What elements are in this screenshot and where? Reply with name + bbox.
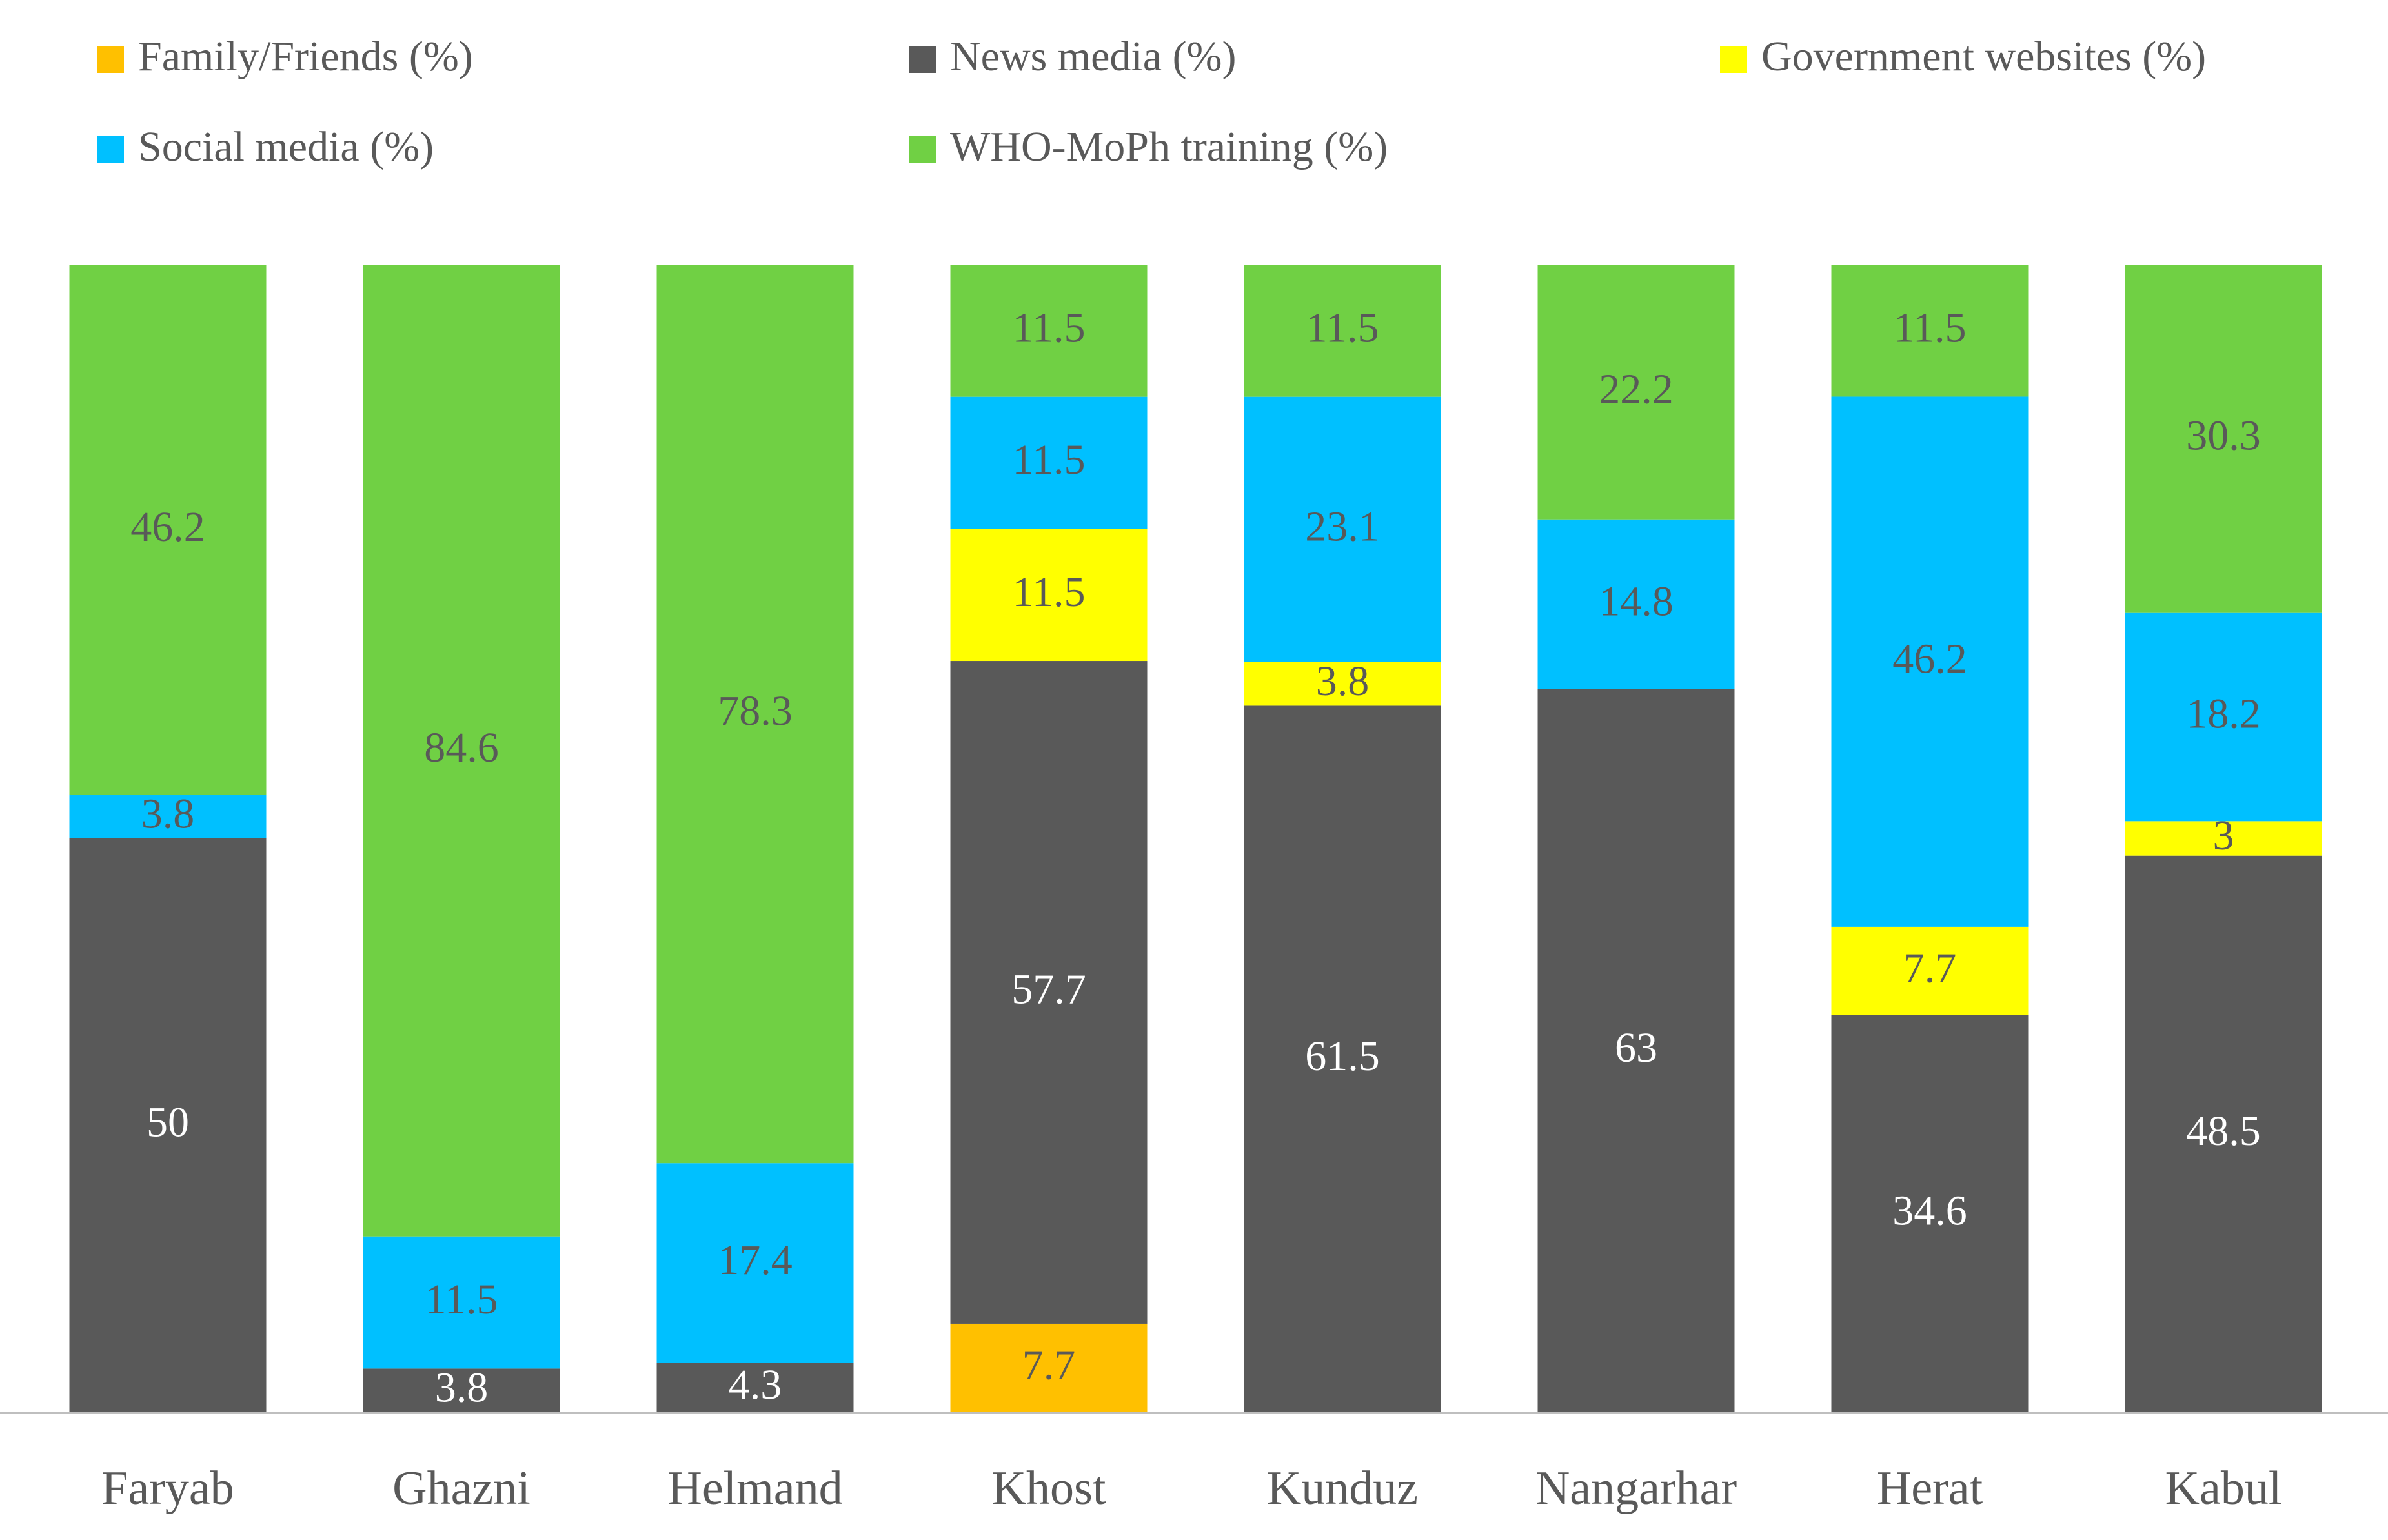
tick-label-khost: Khost xyxy=(992,1462,1106,1515)
bar-segment-khost-news-media xyxy=(950,661,1148,1324)
bar-segment-faryab-who-moph-training xyxy=(69,265,267,795)
bar-group-nangarhar: 63 14.8 22.2 xyxy=(1537,265,1735,1412)
data-label-nangarhar-news-media: 63 xyxy=(1615,1024,1657,1071)
data-label-helmand-who-moph-training: 78.3 xyxy=(718,687,793,735)
data-label-kunduz-news-media: 61.5 xyxy=(1305,1033,1380,1080)
data-label-ghazni-who-moph-training: 84.6 xyxy=(424,724,499,771)
bar-group-herat: 34.6 7.7 46.2 11.5 xyxy=(1831,265,2029,1412)
tick-label-herat: Herat xyxy=(1877,1462,1983,1515)
bar-group-helmand: 4.3 17.4 78.3 xyxy=(656,265,854,1412)
data-label-kabul-news-media: 48.5 xyxy=(2186,1108,2261,1155)
data-label-kabul-social-media: 18.2 xyxy=(2186,691,2261,738)
bar-segment-kunduz-who-moph-training xyxy=(1244,265,1441,397)
legend-item-who-moph-training: WHO-MoPh training (%) xyxy=(909,123,1388,170)
bar-segment-nangarhar-news-media xyxy=(1537,689,1735,1412)
bar-group-kunduz: 61.5 3.8 23.1 11.5 xyxy=(1244,265,1441,1412)
bar-segment-kunduz-social-media xyxy=(1244,396,1441,662)
data-label-khost-family-friends: 7.7 xyxy=(1022,1342,1076,1389)
plot-area: 50 3.8 46.2 3.8 11.5 84.6 4.3 17.4 78.3 7.7 57.7 11… xyxy=(69,265,2322,1412)
data-label-ghazni-social-media: 11.5 xyxy=(425,1276,498,1323)
bar-segment-nangarhar-social-media xyxy=(1537,519,1735,689)
data-label-herat-social-media: 46.2 xyxy=(1892,635,1967,682)
bar-segment-herat-social-media xyxy=(1831,396,2029,927)
tick-label-faryab: Faryab xyxy=(101,1462,234,1515)
legend-label-who-moph-training: WHO-MoPh training (%) xyxy=(950,123,1388,170)
legend-swatch-news-media xyxy=(909,46,936,73)
data-label-herat-who-moph-training: 11.5 xyxy=(1893,304,1966,351)
data-label-khost-government-websites: 11.5 xyxy=(1012,569,1085,616)
data-label-ghazni-news-media: 3.8 xyxy=(435,1364,489,1411)
bar-segment-helmand-who-moph-training xyxy=(656,265,854,1164)
data-label-faryab-news-media: 50 xyxy=(147,1099,189,1146)
tick-label-nangarhar: Nangarhar xyxy=(1535,1462,1737,1515)
bar-segment-kabul-news-media xyxy=(2125,855,2322,1412)
bar-segment-kunduz-news-media xyxy=(1244,705,1441,1412)
bar-segment-helmand-news-media xyxy=(656,1363,854,1412)
bar-segment-khost-who-moph-training xyxy=(950,265,1148,397)
data-label-nangarhar-social-media: 14.8 xyxy=(1599,578,1674,625)
tick-label-kunduz: Kunduz xyxy=(1267,1462,1418,1515)
bar-segment-kabul-who-moph-training xyxy=(2125,265,2322,613)
legend-item-news-media: News media (%) xyxy=(909,33,1237,80)
data-label-herat-government-websites: 7.7 xyxy=(1903,944,1957,991)
bar-segment-herat-who-moph-training xyxy=(1831,265,2029,397)
legend: Family/Friends (%) News media (%) Governme… xyxy=(97,33,2206,170)
legend-swatch-family-friends xyxy=(97,46,124,73)
bar-group-ghazni: 3.8 11.5 84.6 xyxy=(363,265,560,1412)
data-label-khost-who-moph-training: 11.5 xyxy=(1012,304,1085,351)
legend-item-government-websites: Government websites (%) xyxy=(1720,33,2206,80)
data-label-kunduz-who-moph-training: 11.5 xyxy=(1306,304,1379,351)
legend-swatch-who-moph-training xyxy=(909,136,936,163)
legend-label-government-websites: Government websites (%) xyxy=(1761,33,2206,80)
bar-segment-kunduz-government-websites xyxy=(1244,662,1441,706)
tick-label-ghazni: Ghazni xyxy=(392,1462,531,1515)
bar-segment-faryab-news-media xyxy=(69,838,267,1412)
bar-segment-khost-social-media xyxy=(950,396,1148,529)
bar-segment-herat-government-websites xyxy=(1831,926,2029,1015)
data-label-faryab-social-media: 3.8 xyxy=(141,790,195,837)
tick-label-helmand: Helmand xyxy=(667,1462,842,1515)
bar-segment-helmand-social-media xyxy=(656,1163,854,1363)
bar-segment-kabul-government-websites xyxy=(2125,821,2322,856)
bar-segment-ghazni-news-media xyxy=(363,1368,560,1412)
bar-segment-kabul-social-media xyxy=(2125,612,2322,822)
bar-segment-ghazni-who-moph-training xyxy=(363,265,560,1237)
data-label-kabul-who-moph-training: 30.3 xyxy=(2186,412,2261,460)
legend-item-family-friends: Family/Friends (%) xyxy=(97,33,473,80)
bar-segment-nangarhar-who-moph-training xyxy=(1537,265,1735,520)
bar-group-khost: 7.7 57.7 11.5 11.5 11.5 xyxy=(950,265,1148,1412)
legend-label-news-media: News media (%) xyxy=(950,33,1237,80)
data-label-faryab-who-moph-training: 46.2 xyxy=(130,503,205,551)
data-label-helmand-social-media: 17.4 xyxy=(718,1237,793,1284)
data-label-helmand-news-media: 4.3 xyxy=(729,1361,782,1408)
legend-swatch-social-media xyxy=(97,136,124,163)
bar-group-faryab: 50 3.8 46.2 xyxy=(69,265,267,1412)
bar-segment-khost-government-websites xyxy=(950,529,1148,662)
data-label-khost-social-media: 11.5 xyxy=(1012,436,1085,483)
tick-label-kabul: Kabul xyxy=(2165,1462,2282,1515)
data-label-kunduz-government-websites: 3.8 xyxy=(1316,658,1370,705)
x-axis-tick-labels: Faryab Ghazni Helmand Khost Kunduz Nangarhar H… xyxy=(101,1462,2282,1515)
data-label-khost-news-media: 57.7 xyxy=(1011,966,1086,1013)
bar-segment-ghazni-social-media xyxy=(363,1236,560,1369)
bar-segment-khost-family-friends xyxy=(950,1323,1148,1412)
data-label-herat-news-media: 34.6 xyxy=(1892,1188,1967,1235)
bar-segment-faryab-social-media xyxy=(69,795,267,838)
data-label-nangarhar-who-moph-training: 22.2 xyxy=(1599,365,1674,412)
data-label-kunduz-social-media: 23.1 xyxy=(1305,503,1380,550)
legend-label-social-media: Social media (%) xyxy=(138,123,434,170)
legend-swatch-government-websites xyxy=(1720,46,1747,73)
legend-item-social-media: Social media (%) xyxy=(97,123,434,170)
legend-label-family-friends: Family/Friends (%) xyxy=(138,33,473,80)
bar-segment-herat-news-media xyxy=(1831,1015,2029,1412)
